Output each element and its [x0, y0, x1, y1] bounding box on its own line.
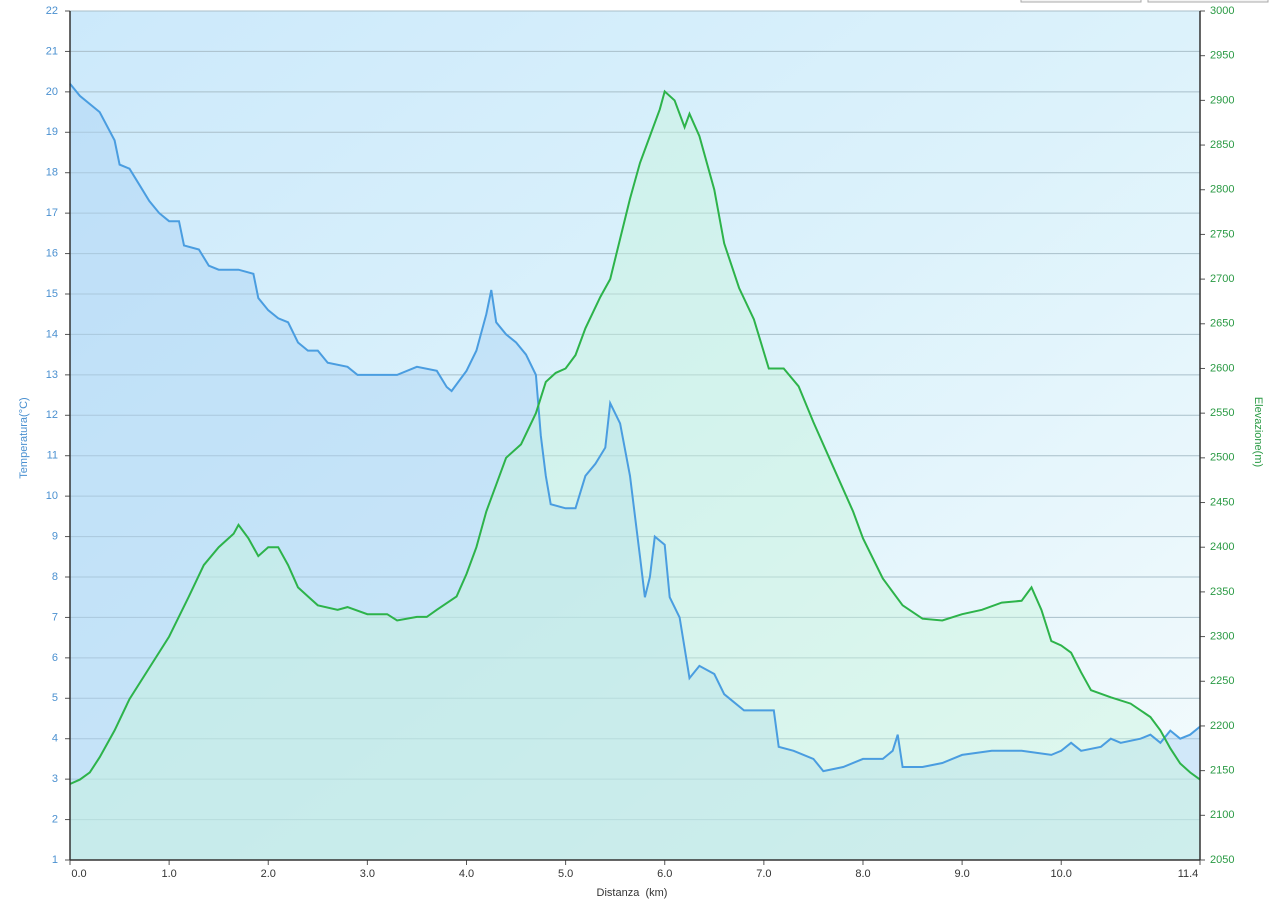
y2-tick-label: 2200	[1210, 720, 1234, 732]
y-tick-label: 2	[52, 813, 58, 825]
y2-tick-label: 2700	[1210, 273, 1234, 285]
y-tick-label: 6	[52, 652, 58, 664]
y-tick-label: 16	[46, 247, 58, 259]
plot-layer: 1234567891011121314151617181920212220502…	[46, 5, 1235, 880]
y-tick-label: 15	[46, 288, 58, 300]
y-tick-label: 17	[46, 207, 58, 219]
button[interactable]	[1147, 0, 1269, 3]
x-tick-label: 10.0	[1051, 868, 1072, 880]
y-tick-label: 13	[46, 369, 58, 381]
y2-tick-label: 2650	[1210, 318, 1234, 330]
x-tick-label: 11.4	[1178, 868, 1199, 880]
y2-tick-label: 2400	[1210, 541, 1234, 553]
x-tick-label: 2.0	[261, 868, 276, 880]
y-tick-label: 11	[47, 450, 58, 462]
y-tick-label: 19	[46, 126, 58, 138]
y2-tick-label: 2450	[1210, 496, 1234, 508]
y2-axis-label: Elevazione(m)	[1252, 397, 1264, 467]
y2-tick-label: 2600	[1210, 362, 1234, 374]
area-fill	[70, 91, 1200, 860]
y-tick-label: 18	[46, 167, 58, 179]
y-tick-label: 9	[52, 530, 58, 542]
x-tick-label: 0.0	[71, 868, 86, 880]
y-tick-label: 8	[52, 571, 58, 583]
x-tick-label: 1.0	[161, 868, 176, 880]
y2-tick-label: 2900	[1210, 94, 1234, 106]
y-tick-label: 12	[46, 409, 58, 421]
x-tick-label: 9.0	[954, 868, 969, 880]
y-tick-label: 3	[52, 773, 58, 785]
y2-tick-label: 2350	[1210, 586, 1234, 598]
y-axis-label: Temperatura(°C)	[18, 397, 30, 478]
y2-tick-label: 2950	[1210, 50, 1234, 62]
x-axis-label: Distanza (km)	[597, 887, 668, 899]
x-tick-label: 5.0	[558, 868, 573, 880]
y2-tick-label: 2550	[1210, 407, 1234, 419]
y-tick-label: 1	[52, 854, 58, 866]
y2-tick-label: 3000	[1210, 5, 1234, 17]
y2-tick-label: 2150	[1210, 765, 1234, 777]
button[interactable]	[1020, 0, 1142, 3]
series-line	[69, 89, 1201, 785]
y2-tick-label: 2750	[1210, 228, 1234, 240]
y-tick-label: 7	[52, 611, 58, 623]
plot-area	[70, 11, 1200, 860]
x-tick-label: 7.0	[756, 868, 771, 880]
y2-tick-label: 2050	[1210, 854, 1234, 866]
x-tick-label: 4.0	[459, 868, 474, 880]
x-tick-label: 8.0	[855, 868, 870, 880]
y-tick-label: 20	[46, 86, 58, 98]
y-tick-label: 22	[46, 5, 58, 17]
x-tick-label: 6.0	[657, 868, 672, 880]
y-tick-label: 4	[52, 733, 58, 745]
y2-tick-label: 2850	[1210, 139, 1234, 151]
y-tick-label: 10	[46, 490, 58, 502]
series-line	[69, 83, 1201, 773]
area-fill	[70, 83, 1200, 861]
y-tick-label: 21	[46, 45, 58, 57]
y2-tick-label: 2500	[1210, 452, 1234, 464]
y2-tick-label: 2250	[1210, 675, 1234, 687]
y-tick-label: 14	[46, 328, 58, 340]
y2-tick-label: 2300	[1210, 630, 1234, 642]
x-tick-label: 3.0	[360, 868, 375, 880]
y2-tick-label: 2800	[1210, 184, 1234, 196]
y2-tick-label: 2100	[1210, 809, 1234, 821]
y-tick-label: 5	[52, 692, 58, 704]
